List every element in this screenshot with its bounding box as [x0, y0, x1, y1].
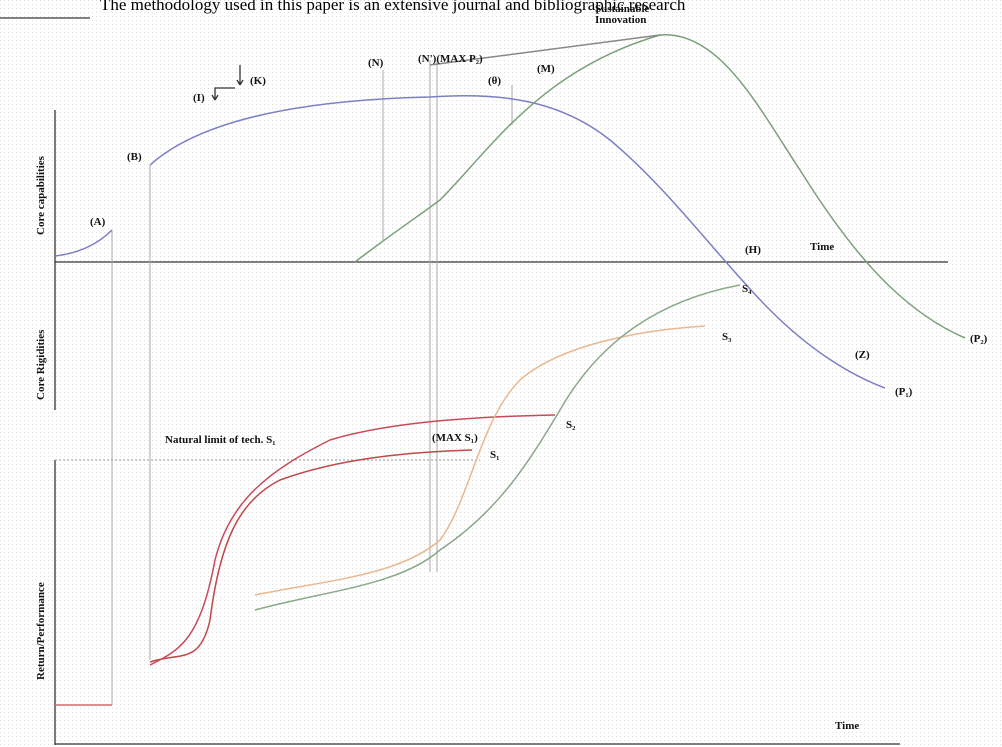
label: (N) [368, 57, 384, 69]
label: Time [810, 241, 834, 253]
label: Innovation [595, 14, 646, 26]
label: (MAX S₁) [432, 432, 478, 444]
label: (K) [250, 75, 266, 87]
label: (P₁) [895, 386, 913, 398]
label: (I) [193, 92, 205, 104]
label: (P₂) [970, 333, 988, 345]
axis-label: Core capabilities [35, 155, 47, 235]
axes [54, 110, 948, 745]
label: Natural limit of tech. S₁ [165, 434, 276, 446]
label: S₂ [566, 419, 576, 431]
label: Sustainable [595, 3, 650, 15]
curves [54, 34, 966, 706]
label: Time [835, 720, 859, 732]
caption: The methodology used in this paper is an… [100, 0, 686, 14]
axis-label: Return/Performance [35, 582, 47, 680]
label: (H) [745, 244, 761, 256]
label: S₃ [722, 331, 732, 343]
label: (θ) [488, 75, 501, 87]
label: (B) [127, 151, 142, 163]
label: (A) [90, 216, 106, 228]
axis-label: Core Rigidities [35, 329, 47, 400]
label: S₁ [490, 449, 499, 461]
label: (Z) [855, 349, 870, 361]
label: S₄ [742, 283, 752, 295]
label: (N')(MAX P₂) [418, 53, 483, 65]
label: (M) [537, 63, 555, 75]
